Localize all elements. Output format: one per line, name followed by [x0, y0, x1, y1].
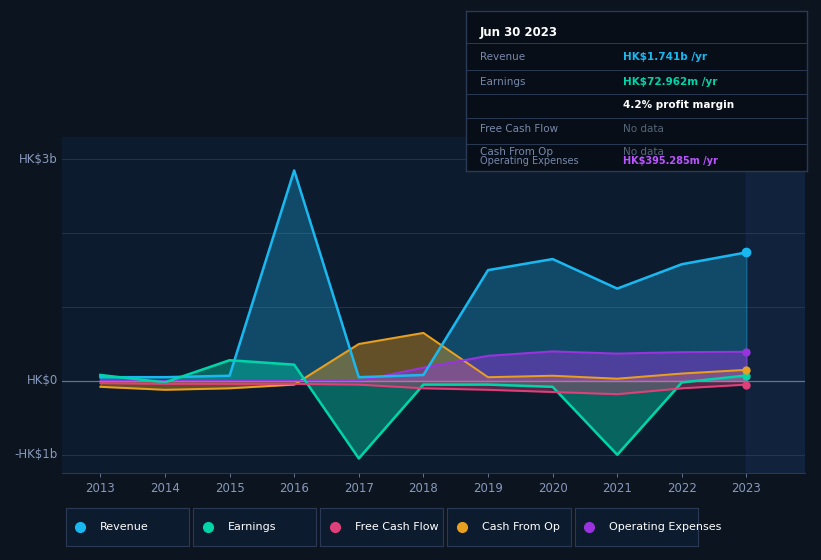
- Text: Revenue: Revenue: [100, 522, 149, 532]
- Text: No data: No data: [623, 147, 664, 157]
- Text: Earnings: Earnings: [227, 522, 276, 532]
- Text: HK$395.285m /yr: HK$395.285m /yr: [623, 156, 718, 166]
- Text: 4.2% profit margin: 4.2% profit margin: [623, 100, 734, 110]
- Text: No data: No data: [623, 124, 664, 133]
- Text: HK$0: HK$0: [26, 375, 57, 388]
- Text: Earnings: Earnings: [480, 77, 525, 87]
- Bar: [746, 137, 805, 473]
- Text: Operating Expenses: Operating Expenses: [609, 522, 722, 532]
- Text: HK$1.741b /yr: HK$1.741b /yr: [623, 52, 707, 62]
- Text: Cash From Op: Cash From Op: [480, 147, 553, 157]
- Text: HK$3b: HK$3b: [19, 153, 57, 166]
- Text: Free Cash Flow: Free Cash Flow: [355, 522, 438, 532]
- Text: Jun 30 2023: Jun 30 2023: [480, 26, 558, 39]
- Text: Cash From Op: Cash From Op: [482, 522, 560, 532]
- Text: Revenue: Revenue: [480, 52, 525, 62]
- Text: Free Cash Flow: Free Cash Flow: [480, 124, 558, 133]
- Text: HK$72.962m /yr: HK$72.962m /yr: [623, 77, 718, 87]
- Text: Operating Expenses: Operating Expenses: [480, 156, 579, 166]
- Text: -HK$1b: -HK$1b: [15, 448, 57, 461]
